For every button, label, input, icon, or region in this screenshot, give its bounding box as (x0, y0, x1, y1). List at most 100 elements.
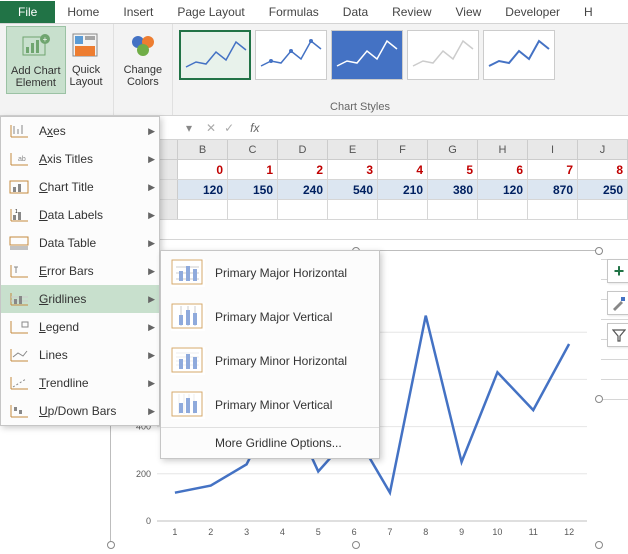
cell[interactable] (378, 200, 428, 219)
cell[interactable] (528, 200, 578, 219)
svg-text:1: 1 (172, 527, 177, 537)
cell[interactable] (478, 200, 528, 219)
submenu-item-primary-minor-vertical[interactable]: Primary Minor Vertical (161, 383, 379, 427)
namebox-dropdown-icon[interactable]: ▾ (180, 121, 198, 135)
submenu-arrow-icon: ▶ (148, 322, 155, 333)
svg-text:8: 8 (423, 527, 428, 537)
cell[interactable] (328, 200, 378, 219)
svg-text:11: 11 (529, 527, 538, 537)
cell[interactable] (278, 200, 328, 219)
tab-view[interactable]: View (444, 1, 494, 23)
chart-style-3[interactable] (331, 30, 403, 80)
cell[interactable] (428, 200, 478, 219)
chart-elements-button[interactable]: + (607, 259, 628, 283)
cell[interactable]: 5 (428, 160, 478, 179)
quick-layout-button[interactable]: Quick Layout (66, 26, 107, 94)
tab-insert[interactable]: Insert (111, 1, 165, 23)
tab-review[interactable]: Review (380, 1, 443, 23)
menu-icon (7, 374, 31, 392)
submenu-arrow-icon: ▶ (148, 378, 155, 389)
submenu-item-primary-major-horizontal[interactable]: Primary Major Horizontal (161, 251, 379, 295)
chart-style-1[interactable] (179, 30, 251, 80)
svg-text:3: 3 (244, 527, 249, 537)
tab-formulas[interactable]: Formulas (257, 1, 331, 23)
submenu-label: Primary Major Vertical (215, 310, 332, 324)
menu-label: Trendline (39, 376, 89, 390)
cell[interactable]: 4 (378, 160, 428, 179)
menu-item-lines[interactable]: Lines▶ (1, 341, 159, 369)
ribbon-tabs: File Home Insert Page Layout Formulas Da… (0, 0, 628, 24)
cell[interactable]: 120 (478, 180, 528, 199)
chart-filters-button[interactable] (607, 323, 628, 347)
cell[interactable]: 250 (578, 180, 628, 199)
cell[interactable]: 540 (328, 180, 378, 199)
column-header[interactable]: C (228, 140, 278, 159)
menu-item-chart-title[interactable]: Chart Title▶ (1, 173, 159, 201)
svg-text:200: 200 (136, 469, 151, 479)
submenu-arrow-icon: ▶ (148, 294, 155, 305)
change-colors-button[interactable]: Change Colors (120, 26, 167, 92)
menu-icon (7, 122, 31, 140)
quick-layout-label: Quick Layout (70, 64, 103, 88)
tab-developer[interactable]: Developer (493, 1, 572, 23)
cell[interactable]: 0 (178, 160, 228, 179)
column-header[interactable]: H (478, 140, 528, 159)
cell[interactable] (178, 200, 228, 219)
cell[interactable]: 3 (328, 160, 378, 179)
menu-item-legend[interactable]: Legend▶ (1, 313, 159, 341)
submenu-item-primary-minor-horizontal[interactable]: Primary Minor Horizontal (161, 339, 379, 383)
chart-style-4[interactable] (407, 30, 479, 80)
quick-layout-icon (70, 30, 102, 62)
cell[interactable]: 7 (528, 160, 578, 179)
menu-item-data-table[interactable]: Data Table▶ (1, 229, 159, 257)
menu-icon (7, 346, 31, 364)
menu-item-data-labels[interactable]: 1Data Labels▶ (1, 201, 159, 229)
chart-styles-button[interactable] (607, 291, 628, 315)
tab-data[interactable]: Data (331, 1, 380, 23)
menu-label: Gridlines (39, 292, 86, 306)
cell[interactable]: 2 (278, 160, 328, 179)
chart-style-2[interactable] (255, 30, 327, 80)
cell[interactable]: 6 (478, 160, 528, 179)
cell[interactable]: 8 (578, 160, 628, 179)
cell[interactable]: 1 (228, 160, 278, 179)
svg-text:1: 1 (15, 209, 18, 215)
menu-label: Axis Titles (39, 152, 93, 166)
cell[interactable]: 120 (178, 180, 228, 199)
menu-item-axis-titles[interactable]: abAxis Titles▶ (1, 145, 159, 173)
cancel-icon[interactable]: ✕ (206, 121, 216, 135)
submenu-icon (171, 347, 205, 375)
submenu-item-primary-major-vertical[interactable]: Primary Major Vertical (161, 295, 379, 339)
enter-icon[interactable]: ✓ (224, 121, 234, 135)
tab-more[interactable]: H (572, 1, 605, 23)
chart-style-5[interactable] (483, 30, 555, 80)
cell[interactable]: 870 (528, 180, 578, 199)
column-header[interactable]: D (278, 140, 328, 159)
menu-item-up-down-bars[interactable]: Up/Down Bars▶ (1, 397, 159, 425)
menu-item-axes[interactable]: Axes▶ (1, 117, 159, 145)
column-header[interactable]: G (428, 140, 478, 159)
fx-icon[interactable]: fx (242, 121, 267, 135)
cell[interactable]: 380 (428, 180, 478, 199)
column-header[interactable]: I (528, 140, 578, 159)
add-chart-element-button[interactable]: + Add Chart Element (6, 26, 66, 94)
submenu-more-options[interactable]: More Gridline Options... (161, 427, 379, 458)
column-header[interactable]: J (578, 140, 628, 159)
column-header[interactable]: F (378, 140, 428, 159)
submenu-arrow-icon: ▶ (148, 406, 155, 417)
cell[interactable]: 210 (378, 180, 428, 199)
cell[interactable] (578, 200, 628, 219)
column-header[interactable]: E (328, 140, 378, 159)
submenu-icon (171, 303, 205, 331)
tab-file[interactable]: File (0, 1, 55, 23)
menu-item-trendline[interactable]: Trendline ▶ (1, 369, 159, 397)
tab-page-layout[interactable]: Page Layout (165, 1, 256, 23)
menu-item-gridlines[interactable]: Gridlines ▶ (1, 285, 159, 313)
cell[interactable]: 240 (278, 180, 328, 199)
cell[interactable] (228, 200, 278, 219)
tab-home[interactable]: Home (55, 1, 111, 23)
cell[interactable]: 150 (228, 180, 278, 199)
menu-item-error-bars[interactable]: Error Bars▶ (1, 257, 159, 285)
menu-label: Error Bars (39, 264, 94, 278)
column-header[interactable]: B (178, 140, 228, 159)
